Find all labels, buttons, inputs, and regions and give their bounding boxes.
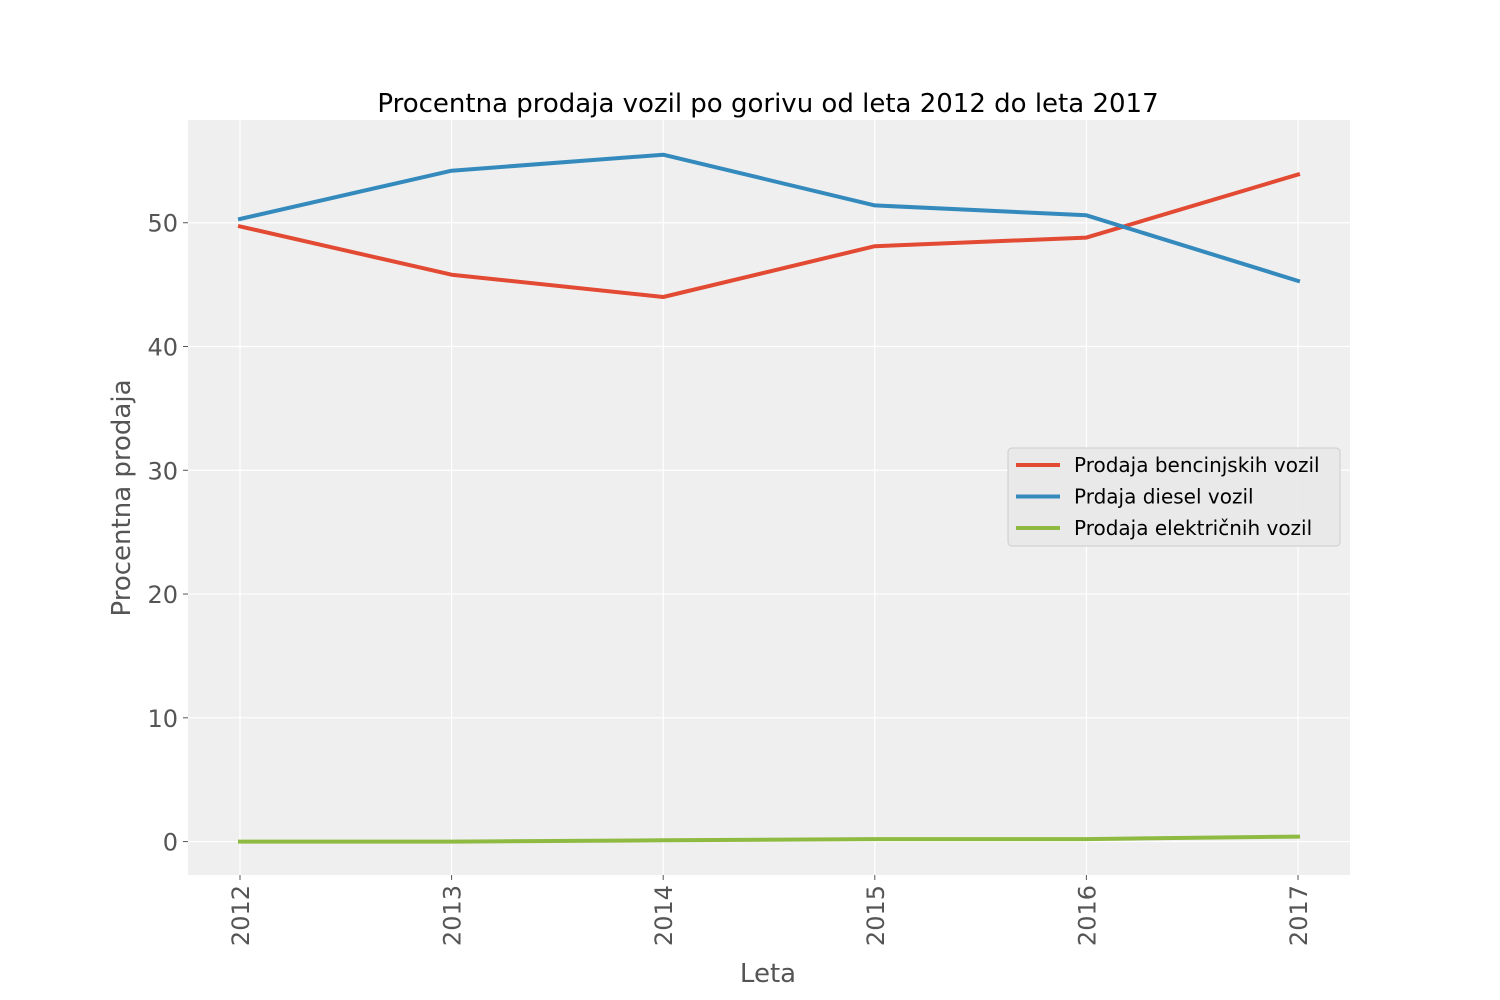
chart-title: Procentna prodaja vozil po gorivu od let…: [377, 89, 1158, 119]
y-tick-label: 0: [163, 829, 178, 857]
x-tick-label: 2017: [1285, 885, 1313, 946]
y-tick-label: 20: [147, 581, 178, 609]
y-tick-label: 30: [147, 457, 178, 485]
y-tick-label: 50: [147, 210, 178, 238]
y-tick-label: 10: [147, 705, 178, 733]
legend-label: Prdaja diesel vozil: [1074, 485, 1254, 509]
series-lines: [237, 152, 1301, 844]
legend-label: Prodaja bencinjskih vozil: [1074, 453, 1320, 477]
series-line-2: [237, 152, 1301, 284]
x-axis-label: Leta: [740, 959, 796, 989]
x-tick-label: 2014: [650, 885, 678, 946]
axis-ticks: 0 10 20 30 40 50 2012 2013 2014 2015 2016 2017: [147, 210, 1313, 946]
y-axis-label: Procentna prodaja: [107, 379, 137, 616]
y-tick-label: 40: [147, 334, 178, 362]
x-tick-label: 2016: [1073, 885, 1101, 946]
x-tick-label: 2015: [862, 885, 890, 946]
x-tick-label: 2013: [439, 885, 467, 946]
legend-label: Prodaja električnih vozil: [1074, 516, 1312, 540]
legend-box: [1007, 447, 1341, 547]
x-tick-label: 2012: [227, 885, 255, 946]
series-line-3: [238, 834, 1301, 844]
legend: Prodaja bencinjskih vozil Prdaja diesel v…: [1007, 447, 1341, 547]
